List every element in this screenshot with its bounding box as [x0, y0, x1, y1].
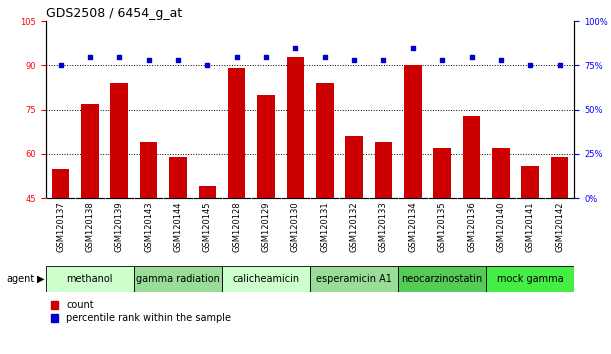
Text: mock gamma: mock gamma: [497, 274, 563, 284]
Point: [202, 63, 212, 68]
Bar: [345, 136, 363, 331]
Bar: [111, 83, 128, 331]
Bar: [140, 142, 158, 331]
Bar: [81, 104, 98, 331]
Text: ▶: ▶: [37, 274, 44, 284]
Text: GSM120145: GSM120145: [203, 202, 212, 252]
Point: [555, 63, 565, 68]
Text: GSM120136: GSM120136: [467, 202, 476, 252]
Text: gamma radiation: gamma radiation: [136, 274, 220, 284]
Bar: [492, 148, 510, 331]
Bar: [310, 266, 398, 292]
Text: GSM120141: GSM120141: [526, 202, 535, 252]
Bar: [46, 266, 134, 292]
Point: [496, 57, 506, 63]
Text: esperamicin A1: esperamicin A1: [316, 274, 392, 284]
Text: GSM120128: GSM120128: [232, 202, 241, 252]
Text: GSM120144: GSM120144: [174, 202, 183, 252]
Bar: [52, 169, 69, 331]
Bar: [169, 157, 187, 331]
Text: GSM120133: GSM120133: [379, 202, 388, 252]
Bar: [134, 266, 222, 292]
Point: [173, 57, 183, 63]
Bar: [287, 57, 304, 331]
Text: GDS2508 / 6454_g_at: GDS2508 / 6454_g_at: [46, 7, 182, 20]
Point: [349, 57, 359, 63]
Point: [467, 54, 477, 59]
Text: GSM120143: GSM120143: [144, 202, 153, 252]
Text: agent: agent: [6, 274, 34, 284]
Text: GSM120138: GSM120138: [86, 202, 94, 252]
Bar: [486, 266, 574, 292]
Text: GSM120129: GSM120129: [262, 202, 271, 252]
Bar: [398, 266, 486, 292]
Point: [85, 54, 95, 59]
Bar: [222, 266, 310, 292]
Point: [408, 45, 418, 51]
Point: [379, 57, 389, 63]
Bar: [257, 95, 275, 331]
Bar: [375, 142, 392, 331]
Bar: [404, 65, 422, 331]
Text: GSM120130: GSM120130: [291, 202, 300, 252]
Text: GSM120142: GSM120142: [555, 202, 564, 252]
Point: [320, 54, 330, 59]
Text: GSM120135: GSM120135: [437, 202, 447, 252]
Bar: [433, 148, 451, 331]
Point: [114, 54, 124, 59]
Text: GSM120132: GSM120132: [349, 202, 359, 252]
Point: [437, 57, 447, 63]
Text: methanol: methanol: [67, 274, 113, 284]
Legend: count, percentile rank within the sample: count, percentile rank within the sample: [51, 301, 231, 323]
Bar: [228, 68, 246, 331]
Text: GSM120131: GSM120131: [320, 202, 329, 252]
Bar: [463, 116, 480, 331]
Bar: [316, 83, 334, 331]
Bar: [551, 157, 568, 331]
Point: [261, 54, 271, 59]
Point: [290, 45, 300, 51]
Text: GSM120137: GSM120137: [56, 202, 65, 252]
Point: [232, 54, 241, 59]
Text: neocarzinostatin: neocarzinostatin: [401, 274, 483, 284]
Bar: [199, 187, 216, 331]
Text: GSM120139: GSM120139: [115, 202, 124, 252]
Point: [525, 63, 535, 68]
Text: GSM120134: GSM120134: [408, 202, 417, 252]
Point: [56, 63, 65, 68]
Point: [144, 57, 153, 63]
Text: GSM120140: GSM120140: [496, 202, 505, 252]
Bar: [521, 166, 539, 331]
Text: calicheamicin: calicheamicin: [232, 274, 299, 284]
